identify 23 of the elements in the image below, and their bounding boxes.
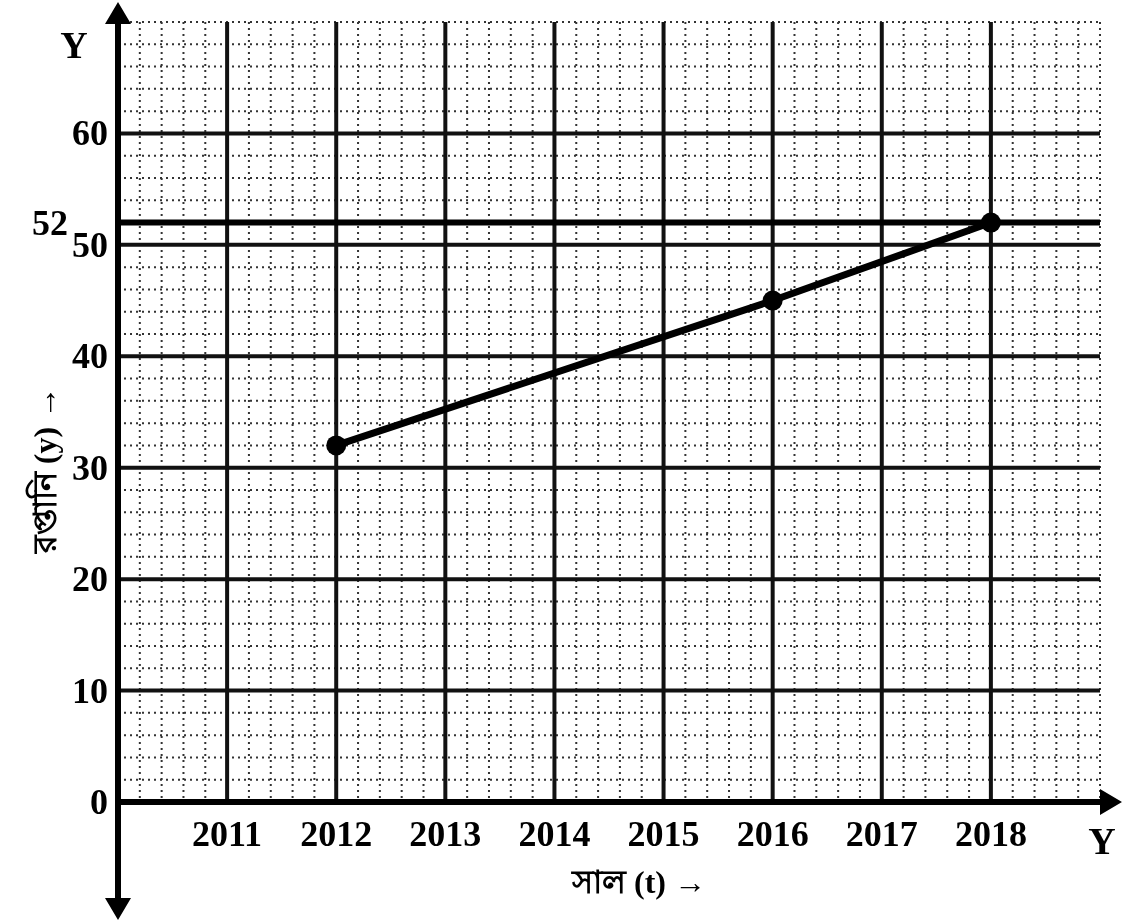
y-tick-label: 30: [72, 447, 108, 488]
ref-line-label: 52: [32, 202, 68, 243]
x-tick-label: 2012: [300, 814, 373, 854]
point: [980, 212, 1001, 233]
x-tick-label: 2015: [627, 814, 700, 854]
text: Y: [60, 24, 88, 66]
y-tick-label: 20: [72, 559, 108, 600]
x-tick-label: 2018: [954, 814, 1027, 854]
point: [762, 290, 783, 311]
x-tick-label: 2014: [518, 814, 591, 854]
y-axis-title: রপ্তানি (y) →: [25, 386, 63, 555]
x-axis-title: সাল (t) →: [571, 864, 706, 900]
y-tick-label: 10: [72, 670, 108, 711]
text: Y: [1088, 820, 1116, 862]
y-tick-label: 60: [72, 113, 108, 154]
y-tick-label: 0: [90, 782, 108, 822]
x-tick-label: 2011: [192, 814, 263, 854]
x-tick-label: 2013: [409, 814, 482, 854]
x-tick-label: 2017: [845, 814, 918, 854]
x-tick-label: 2016: [736, 814, 809, 854]
y-tick-label: 50: [72, 224, 108, 265]
point: [326, 435, 347, 456]
y-tick-label: 40: [72, 336, 108, 377]
